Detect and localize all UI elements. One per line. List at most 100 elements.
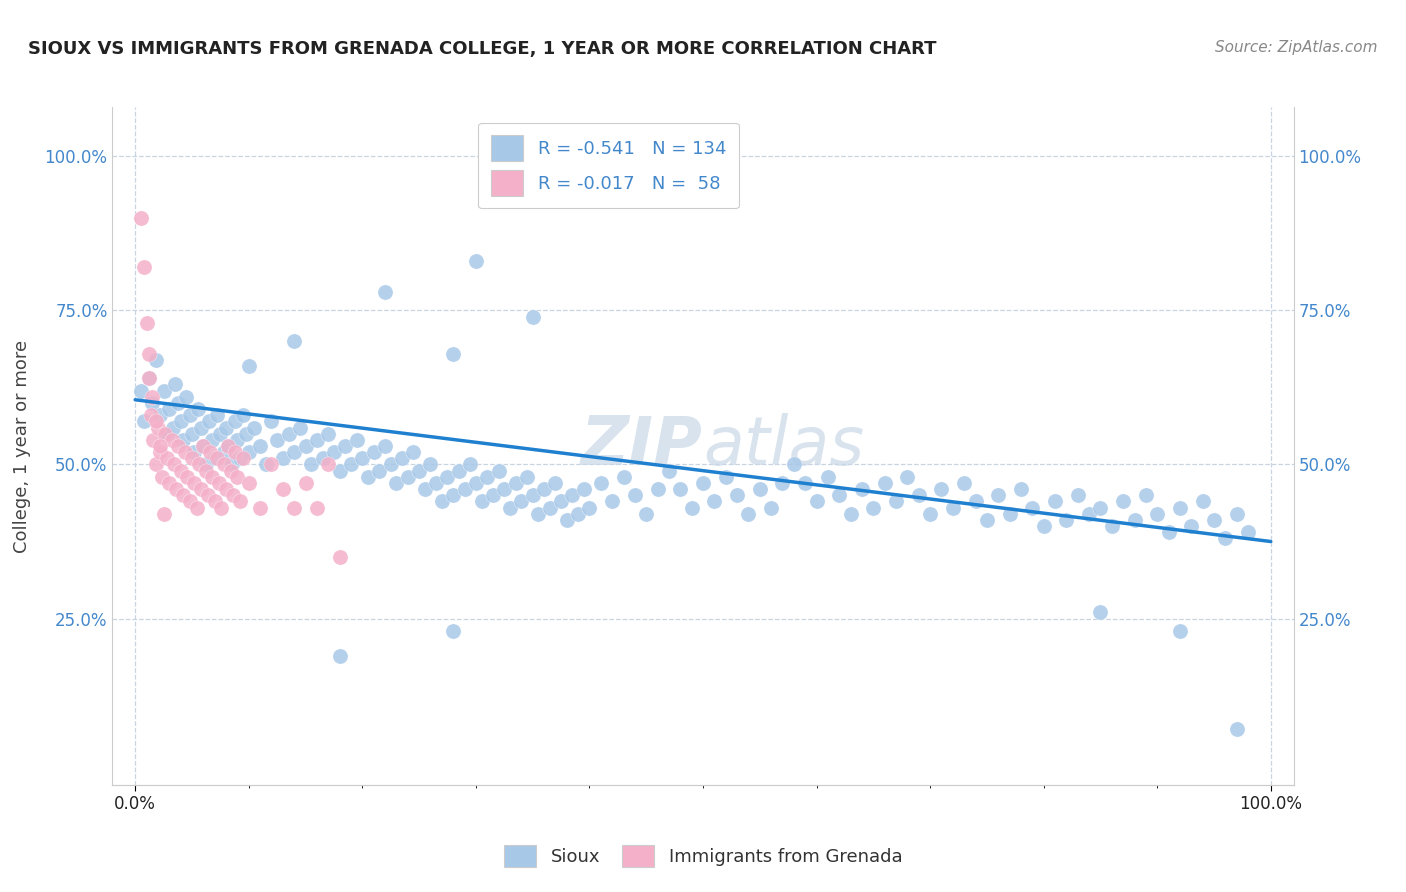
Point [851, 482, 873, 496]
Point [839, 507, 862, 521]
Point [1123, 513, 1146, 527]
Point [201, 433, 224, 447]
Point [1237, 525, 1260, 540]
Point [447, 464, 470, 478]
Point [380, 458, 402, 472]
Point [129, 384, 152, 398]
Point [862, 500, 884, 515]
Point [413, 482, 436, 496]
Point [600, 494, 623, 508]
Point [714, 470, 737, 484]
Point [920, 507, 942, 521]
Point [408, 464, 430, 478]
Point [1202, 513, 1225, 527]
Point [135, 316, 157, 330]
Point [572, 482, 595, 496]
Point [555, 513, 578, 527]
Point [1101, 519, 1123, 533]
Point [1168, 500, 1191, 515]
Point [211, 500, 233, 515]
Point [187, 458, 209, 472]
Point [488, 464, 510, 478]
Point [228, 451, 250, 466]
Point [172, 488, 194, 502]
Point [636, 507, 658, 521]
Point [271, 451, 294, 466]
Point [1157, 525, 1180, 540]
Point [149, 439, 172, 453]
Point [965, 494, 987, 508]
Point [1180, 519, 1202, 533]
Point [294, 439, 316, 453]
Point [224, 445, 246, 459]
Point [228, 494, 250, 508]
Point [1146, 507, 1168, 521]
Point [1112, 494, 1135, 508]
Point [266, 433, 288, 447]
Point [205, 408, 228, 422]
Point [212, 445, 235, 459]
Point [396, 470, 419, 484]
Point [441, 624, 464, 638]
Point [205, 451, 228, 466]
Point [174, 445, 197, 459]
Point [145, 352, 167, 367]
Text: Source: ZipAtlas.com: Source: ZipAtlas.com [1215, 40, 1378, 55]
Point [232, 451, 254, 466]
Point [505, 475, 527, 490]
Point [806, 494, 828, 508]
Point [998, 507, 1021, 521]
Point [215, 482, 238, 496]
Point [578, 500, 600, 515]
Point [681, 500, 703, 515]
Point [254, 458, 277, 472]
Point [1043, 494, 1066, 508]
Point [538, 500, 561, 515]
Point [209, 426, 232, 441]
Legend: R = -0.541   N = 134, R = -0.017   N =  58: R = -0.541 N = 134, R = -0.017 N = 58 [478, 123, 740, 208]
Point [235, 426, 257, 441]
Point [589, 475, 612, 490]
Point [249, 500, 271, 515]
Point [283, 445, 305, 459]
Point [183, 445, 205, 459]
Legend: Sioux, Immigrants from Grenada: Sioux, Immigrants from Grenada [496, 838, 910, 874]
Point [260, 414, 283, 428]
Point [1090, 500, 1112, 515]
Point [1215, 532, 1237, 546]
Point [828, 488, 851, 502]
Point [772, 475, 794, 490]
Point [725, 488, 748, 502]
Point [510, 494, 533, 508]
Point [1067, 488, 1090, 502]
Point [527, 507, 550, 521]
Point [183, 475, 205, 490]
Point [322, 445, 346, 459]
Point [561, 488, 583, 502]
Point [134, 414, 156, 428]
Point [181, 426, 204, 441]
Point [153, 426, 176, 441]
Point [1021, 500, 1043, 515]
Point [1226, 723, 1249, 737]
Point [198, 445, 221, 459]
Point [204, 451, 226, 466]
Point [494, 482, 516, 496]
Point [138, 371, 160, 385]
Point [138, 371, 160, 385]
Point [145, 458, 167, 472]
Point [157, 475, 180, 490]
Point [1226, 507, 1249, 521]
Point [522, 488, 544, 502]
Point [204, 494, 226, 508]
Point [316, 426, 339, 441]
Point [283, 334, 305, 349]
Point [873, 475, 896, 490]
Point [458, 458, 481, 472]
Point [340, 458, 363, 472]
Point [464, 254, 486, 268]
Point [194, 458, 217, 472]
Point [149, 408, 172, 422]
Point [425, 475, 447, 490]
Point [550, 494, 572, 508]
